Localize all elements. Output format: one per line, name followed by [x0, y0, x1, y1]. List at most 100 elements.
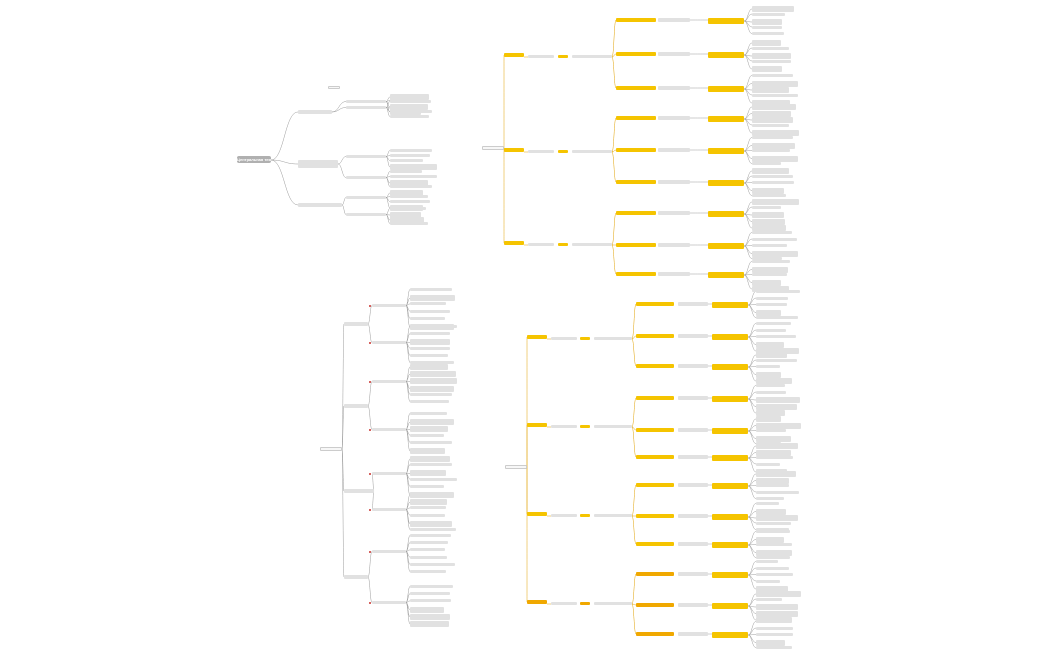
topic-node[interactable] [756, 416, 782, 422]
topic-node[interactable] [756, 371, 782, 378]
topic-node[interactable] [658, 86, 690, 90]
topic-node[interactable] [410, 400, 449, 403]
topic-node[interactable] [390, 185, 433, 188]
topic-node[interactable] [410, 364, 448, 370]
branch-node[interactable] [527, 335, 547, 339]
topic-node[interactable] [712, 428, 748, 434]
topic-node[interactable] [572, 55, 612, 58]
topic-node[interactable] [636, 302, 674, 306]
topic-node[interactable] [756, 449, 791, 456]
topic-node[interactable] [752, 174, 794, 178]
topic-node[interactable] [636, 483, 674, 487]
topic-node[interactable] [346, 106, 386, 109]
topic-node[interactable] [616, 211, 656, 215]
topic-node[interactable] [678, 572, 708, 576]
topic-node[interactable] [678, 302, 708, 306]
topic-node[interactable] [616, 243, 656, 247]
topic-node[interactable] [410, 541, 448, 545]
topic-node[interactable] [756, 626, 793, 630]
topic-node[interactable] [410, 295, 455, 302]
topic-node[interactable] [752, 136, 794, 139]
topic-node[interactable] [756, 604, 799, 610]
topic-node[interactable] [410, 332, 451, 336]
topic-node[interactable] [390, 110, 432, 113]
topic-node[interactable] [752, 162, 782, 165]
topic-node[interactable] [752, 205, 781, 209]
topic-node[interactable] [658, 116, 690, 120]
topic-node[interactable] [752, 225, 787, 231]
branch-node[interactable] [504, 53, 524, 57]
topic-node[interactable] [636, 514, 674, 518]
topic-node[interactable] [616, 148, 656, 152]
topic-node[interactable] [678, 603, 708, 607]
topic-node[interactable] [712, 455, 748, 461]
topic-node[interactable] [580, 425, 590, 428]
topic-node[interactable] [390, 154, 431, 157]
topic-node[interactable] [528, 243, 554, 246]
topic-node[interactable] [616, 180, 656, 184]
topic-node[interactable] [410, 534, 451, 537]
topic-node[interactable] [756, 502, 780, 505]
topic-node[interactable] [410, 621, 449, 627]
topic-node[interactable] [410, 378, 457, 385]
topic-node[interactable] [410, 288, 453, 291]
topic-node[interactable] [756, 348, 800, 354]
topic-node[interactable] [636, 603, 674, 607]
topic-node[interactable] [616, 272, 656, 276]
topic-node[interactable] [756, 335, 796, 338]
floating-topic[interactable] [328, 86, 340, 89]
topic-node[interactable] [712, 603, 748, 609]
topic-node[interactable] [708, 272, 744, 278]
topic-node[interactable] [756, 490, 800, 494]
topic-node[interactable] [678, 483, 708, 487]
topic-node[interactable] [752, 100, 790, 106]
topic-node[interactable] [752, 250, 798, 257]
topic-node[interactable] [756, 397, 801, 403]
topic-node[interactable] [756, 410, 785, 416]
topic-node[interactable] [410, 412, 447, 415]
branch-node[interactable] [527, 600, 547, 604]
topic-node[interactable] [346, 155, 386, 158]
topic-node[interactable] [410, 339, 451, 346]
topic-node[interactable] [594, 425, 632, 428]
topic-node[interactable] [752, 279, 782, 286]
topic-node[interactable] [708, 18, 744, 24]
topic-node[interactable] [572, 150, 612, 153]
topic-node[interactable] [756, 591, 802, 597]
topic-node[interactable] [390, 94, 429, 100]
topic-node[interactable] [410, 562, 456, 566]
topic-node[interactable] [708, 116, 744, 122]
topic-node[interactable] [756, 443, 798, 449]
topic-node[interactable] [752, 93, 798, 97]
central-topic-b[interactable] [320, 447, 342, 451]
topic-node[interactable] [756, 296, 788, 300]
topic-node[interactable] [390, 105, 426, 111]
topic-node[interactable] [346, 176, 386, 179]
topic-node[interactable] [636, 455, 674, 459]
topic-node[interactable] [756, 586, 789, 592]
branch-node[interactable] [344, 404, 368, 408]
topic-node[interactable] [410, 309, 451, 313]
topic-node[interactable] [752, 19, 782, 25]
topic-node[interactable] [410, 548, 445, 552]
topic-node[interactable] [636, 542, 674, 546]
topic-node[interactable] [390, 222, 429, 225]
topic-node[interactable] [752, 12, 786, 16]
topic-node[interactable] [752, 123, 789, 127]
topic-node[interactable] [752, 87, 790, 93]
topic-node[interactable] [580, 514, 590, 517]
topic-node[interactable] [678, 455, 708, 459]
topic-node[interactable] [658, 243, 690, 247]
topic-node[interactable] [756, 536, 784, 543]
topic-node[interactable] [580, 602, 590, 605]
branch-node[interactable] [298, 160, 338, 168]
topic-node[interactable] [410, 477, 457, 481]
topic-node[interactable] [636, 428, 674, 432]
topic-node[interactable] [410, 492, 454, 498]
topic-node[interactable] [410, 499, 448, 506]
topic-node[interactable] [551, 602, 577, 605]
topic-node[interactable] [410, 456, 451, 462]
topic-node[interactable] [551, 337, 577, 340]
topic-node[interactable] [410, 555, 448, 559]
topic-node[interactable] [346, 213, 386, 216]
